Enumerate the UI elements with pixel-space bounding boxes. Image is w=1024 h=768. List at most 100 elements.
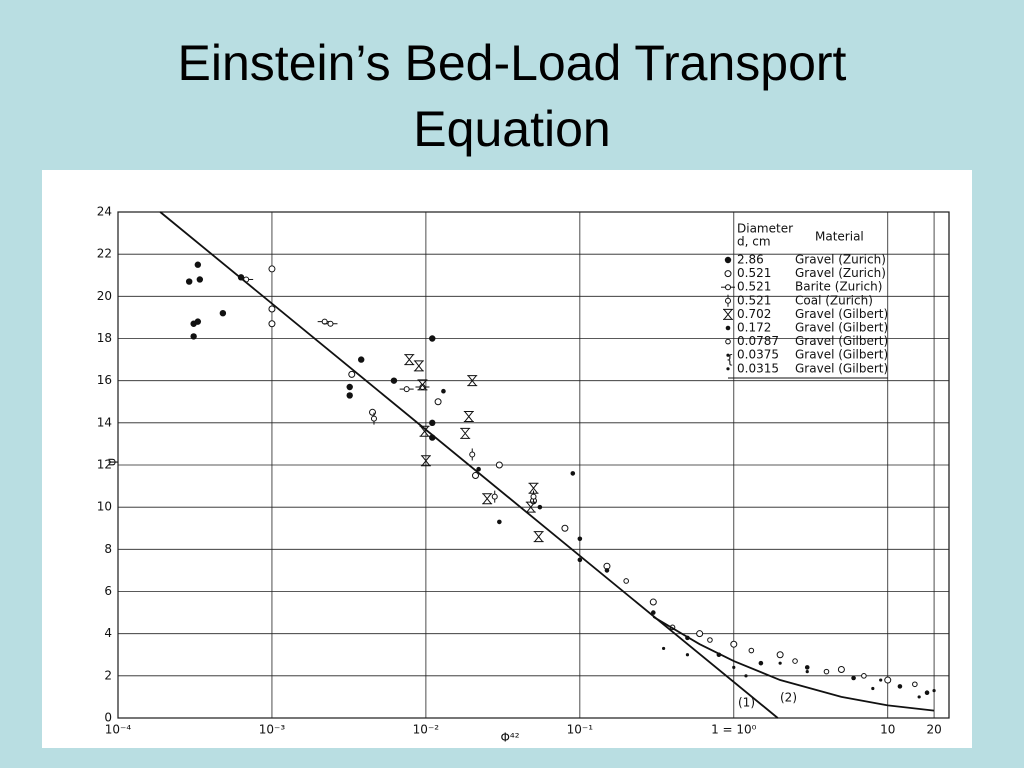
point-shape: [758, 660, 764, 666]
y-tick-label: 2: [104, 668, 112, 682]
point: [185, 278, 193, 285]
legend-label: Gravel (Zurich): [795, 253, 886, 267]
point: [725, 294, 731, 307]
point-shape: [723, 308, 733, 320]
point: [390, 377, 398, 384]
point-shape: [196, 276, 204, 283]
point-shape: [533, 531, 544, 543]
legend-label: Barite (Zurich): [795, 280, 882, 294]
point: [268, 305, 276, 313]
y-tick-label: 16: [97, 373, 112, 387]
point-shape: [404, 354, 415, 366]
point-shape: [190, 333, 197, 340]
point: [748, 647, 755, 654]
point: [912, 681, 918, 688]
point-shape: [649, 598, 657, 606]
fit-curve: [652, 616, 935, 712]
point: [932, 688, 936, 693]
point: [467, 375, 478, 387]
point-shape: [725, 284, 731, 291]
point-shape: [776, 651, 784, 659]
point: [744, 674, 748, 678]
legend-label: 0.521: [737, 266, 771, 280]
point: [413, 360, 424, 372]
point: [805, 670, 809, 674]
point-shape: [724, 256, 732, 264]
point: [429, 335, 436, 342]
point: [369, 408, 377, 416]
point-shape: [403, 386, 410, 393]
slide-title: Einstein’s Bed-Load Transport: [177, 35, 847, 91]
point-shape: [685, 653, 690, 657]
point-shape: [570, 471, 576, 476]
point-shape: [482, 493, 493, 505]
x-tick-label: 1 = 10⁰: [711, 723, 757, 737]
point-shape: [744, 674, 748, 678]
point: [429, 419, 436, 427]
point: [804, 665, 810, 670]
legend-header: d, cm: [737, 235, 771, 249]
point: [476, 466, 481, 472]
point: [604, 568, 610, 573]
legend-label: 0.521: [737, 293, 771, 307]
point: [851, 675, 856, 681]
point-shape: [467, 375, 478, 387]
y-tick-label: 22: [97, 247, 112, 261]
point-shape: [707, 637, 713, 643]
point-shape: [417, 379, 428, 391]
point: [917, 695, 921, 699]
point: [190, 333, 197, 340]
point-shape: [837, 666, 845, 674]
point-shape: [525, 501, 536, 513]
point-shape: [497, 519, 502, 525]
x-axis-label: Φ⁴²: [500, 731, 519, 745]
legend-label: Gravel (Gilbert): [795, 361, 888, 375]
point-shape: [346, 383, 353, 391]
point-shape: [268, 265, 276, 273]
point-shape: [429, 419, 436, 427]
point-shape: [726, 367, 730, 371]
point: [420, 455, 431, 467]
point-shape: [219, 310, 227, 317]
point-shape: [871, 686, 875, 691]
curve-label: (2): [780, 691, 797, 705]
point-shape: [194, 261, 202, 268]
point: [650, 610, 656, 615]
point-shape: [268, 320, 276, 328]
point: [419, 425, 430, 437]
point-shape: [732, 665, 736, 670]
point: [662, 646, 666, 651]
point: [577, 557, 583, 563]
point: [871, 686, 875, 691]
point-shape: [348, 370, 356, 378]
legend-label: 0.172: [737, 321, 771, 335]
point-shape: [792, 658, 798, 664]
point-shape: [530, 493, 537, 500]
point-shape: [604, 568, 610, 573]
point-shape: [577, 557, 583, 563]
point-shape: [805, 670, 809, 674]
point: [463, 411, 474, 423]
point-shape: [369, 408, 377, 416]
y-tick-label: 18: [97, 331, 112, 345]
point-shape: [851, 675, 856, 681]
point-shape: [726, 353, 730, 357]
legend-label: Gravel (Gilbert): [795, 348, 888, 362]
point-shape: [370, 415, 377, 422]
fit-curve: [159, 211, 779, 719]
point-shape: [804, 665, 810, 670]
point: [194, 318, 202, 325]
point-shape: [623, 578, 629, 584]
point-shape: [778, 661, 782, 665]
y-tick-label: 24: [97, 205, 112, 219]
point: [732, 665, 736, 670]
x-tick-label: 10⁻⁴: [105, 723, 132, 737]
point-shape: [463, 411, 474, 423]
point-shape: [662, 646, 666, 651]
point-shape: [495, 461, 503, 469]
point: [491, 490, 498, 503]
point: [685, 653, 690, 657]
point: [721, 284, 735, 291]
point: [696, 630, 704, 638]
point-shape: [419, 425, 430, 437]
